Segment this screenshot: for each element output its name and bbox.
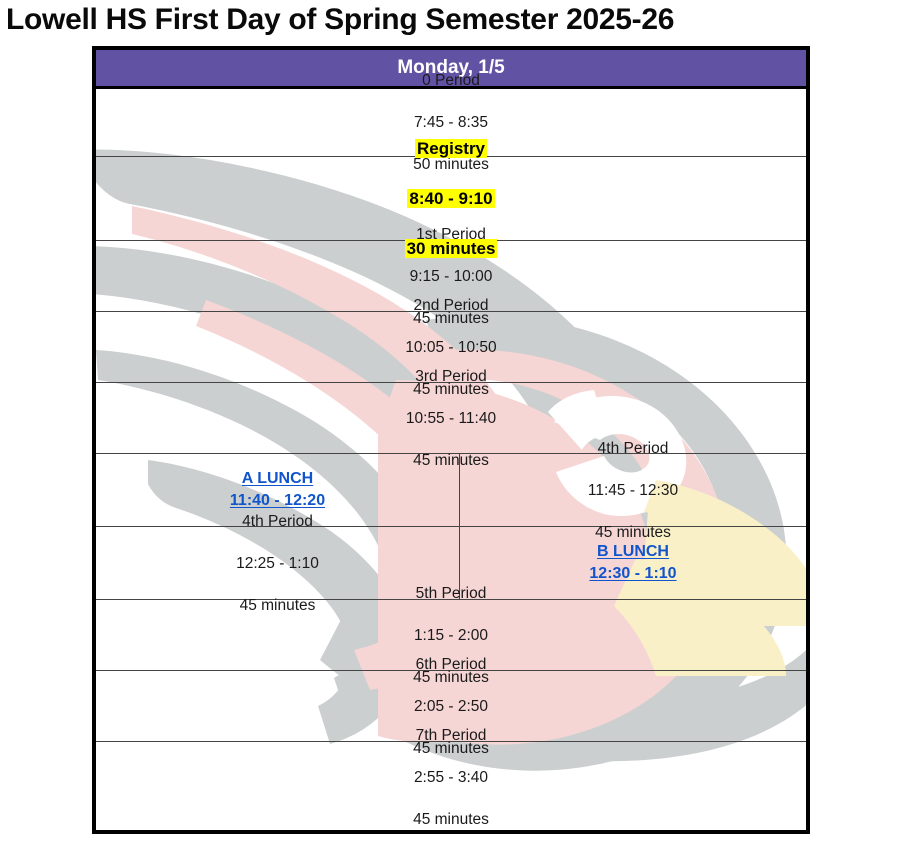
period-1-label: 1st Period	[416, 225, 486, 243]
period-4-late-cell: 4th Period 12:25 - 1:10 45 minutes	[96, 513, 459, 614]
period-5-label: 5th Period	[415, 584, 487, 602]
b-lunch-link[interactable]: B LUNCH 12:30 - 1:10	[589, 541, 676, 585]
schedule-day-label: Monday, 1/5	[397, 57, 505, 78]
period-4-early-label: 4th Period	[597, 439, 669, 457]
schedule-row-period-7: 7th Period 2:55 - 3:40 45 minutes	[96, 727, 806, 828]
schedule-row-a-lunch: A LUNCH 11:40 - 12:20 4th Period 11:45 -…	[96, 440, 806, 541]
period-4-late-time: 12:25 - 1:10	[236, 554, 319, 572]
page-title: Lowell HS First Day of Spring Semester 2…	[6, 3, 675, 36]
b-lunch-time: 12:30 - 1:10	[589, 565, 677, 582]
period-2-label: 2nd Period	[413, 296, 489, 314]
period-7-cell: 7th Period 2:55 - 3:40 45 minutes	[413, 704, 489, 830]
b-lunch-cell: B LUNCH 12:30 - 1:10	[459, 527, 806, 599]
period-6-label: 6th Period	[415, 655, 487, 673]
period-4-late-label: 4th Period	[242, 512, 313, 530]
schedule-table: Monday, 1/5 0 Period 7:45 - 8:35 50 minu…	[92, 46, 810, 834]
period-0-time: 7:45 - 8:35	[413, 114, 489, 131]
period-4-early-time: 11:45 - 12:30	[587, 481, 679, 499]
period-7-duration: 45 minutes	[413, 811, 489, 828]
b-lunch-label: B LUNCH	[596, 543, 669, 560]
period-7-time: 2:55 - 3:40	[413, 769, 489, 786]
registry-label: Registry	[414, 139, 488, 158]
period-3-label: 3rd Period	[415, 367, 487, 385]
schedule-grid: Monday, 1/5 0 Period 7:45 - 8:35 50 minu…	[96, 50, 806, 830]
period-0-label: 0 Period	[422, 72, 480, 89]
period-4-early-cell: 4th Period 11:45 - 12:30 45 minutes	[459, 440, 806, 541]
period-3-time: 10:55 - 11:40	[405, 409, 497, 427]
a-lunch-label: A LUNCH	[241, 470, 314, 487]
period-7-label: 7th Period	[415, 727, 487, 744]
schedule-row-period-3: 3rd Period 10:55 - 11:40 45 minutes	[96, 368, 806, 469]
schedule-day-header: Monday, 1/5	[96, 50, 806, 89]
